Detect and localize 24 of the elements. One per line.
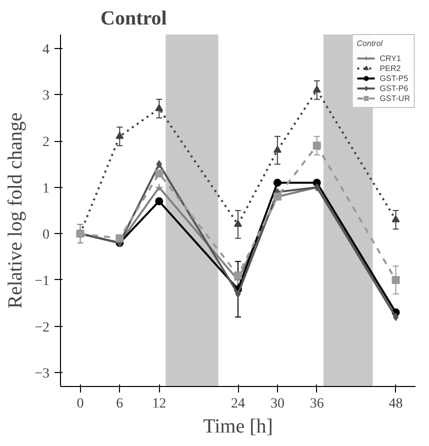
y-tick-label: 0 xyxy=(42,228,50,243)
y-tick-label: 2 xyxy=(42,135,50,150)
x-tick-label: 30 xyxy=(270,396,284,412)
y-tick-label: 4 xyxy=(42,42,50,58)
legend-title: Control xyxy=(356,39,384,48)
y-tick-label: 3 xyxy=(42,88,50,104)
legend-label: GST-P6 xyxy=(380,84,408,92)
x-tick-label: 6 xyxy=(116,396,124,412)
y-tick-label: −1 xyxy=(34,274,50,289)
chart-title: Control xyxy=(100,8,168,30)
y-axis-title: Relative log fold change xyxy=(4,112,27,309)
legend-label: CRY1 xyxy=(380,54,401,62)
y-tick-label: −3 xyxy=(34,366,50,382)
x-tick-label: 36 xyxy=(310,396,324,412)
legend-label: GST-UR xyxy=(380,94,410,102)
x-tick-label: 48 xyxy=(388,396,403,412)
legend-label: PER2 xyxy=(380,64,401,72)
x-tick-label: 12 xyxy=(152,396,166,412)
y-tick-label: −2 xyxy=(34,320,50,336)
legend-label: GST-P5 xyxy=(380,74,408,82)
x-tick-label: 0 xyxy=(76,396,84,412)
x-axis-title: Time [h] xyxy=(203,416,273,438)
x-tick-label: 24 xyxy=(231,396,245,412)
y-tick-label: 1 xyxy=(42,181,50,196)
